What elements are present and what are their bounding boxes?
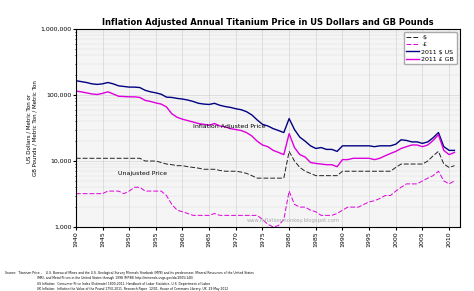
- 2011 £ GB: [201, 123, 207, 126]
- 2011 $ US: [334, 150, 340, 153]
- 2011 $ US: [286, 117, 292, 120]
- Y-axis label: US Dollars / Metric Ton or
GB Pounds / Metric Ton / Metric Ton: US Dollars / Metric Ton or GB Pounds / M…: [26, 80, 38, 176]
- 2011 $ US: [73, 79, 79, 82]
- ·£: [436, 169, 441, 173]
- Title: Inflation Adjusted Annual Titanium Price in US Dollars and GB Pounds: Inflation Adjusted Annual Titanium Price…: [102, 18, 434, 27]
- Text: Inflation Adjusted Price: Inflation Adjusted Price: [193, 124, 265, 129]
- ·$: [430, 154, 436, 157]
- ·£: [425, 176, 430, 180]
- 2011 £ GB: [329, 163, 335, 166]
- ·$: [286, 150, 292, 153]
- ·£: [292, 203, 297, 206]
- ·£: [201, 214, 207, 217]
- Text: Unajusted Price: Unajusted Price: [118, 171, 167, 176]
- 2011 £ GB: [126, 95, 132, 99]
- 2011 $ US: [201, 102, 207, 106]
- 2011 £ GB: [286, 132, 292, 135]
- 2011 $ US: [126, 85, 132, 89]
- 2011 $ US: [164, 95, 169, 99]
- ·$: [452, 164, 457, 167]
- 2011 $ US: [452, 149, 457, 152]
- Line: ·£: ·£: [76, 171, 455, 227]
- 2011 £ GB: [452, 151, 457, 154]
- ·$: [73, 157, 79, 160]
- 2011 £ GB: [164, 105, 169, 109]
- ·£: [73, 192, 79, 195]
- ·$: [255, 176, 260, 180]
- ·$: [340, 169, 346, 173]
- Line: 2011 £ GB: 2011 £ GB: [76, 91, 455, 167]
- ·$: [201, 168, 207, 171]
- ·£: [319, 214, 324, 217]
- 2011 $ US: [313, 147, 319, 150]
- ·£: [452, 179, 457, 183]
- Line: ·$: ·$: [76, 151, 455, 178]
- ·£: [126, 189, 132, 193]
- Text: Source:  Titanium Price -    U.S. Bureau of Mines and the U.S. Geological Survey: Source: Titanium Price - U.S. Bureau of …: [5, 271, 254, 291]
- 2011 £ GB: [313, 162, 319, 165]
- ·£: [334, 212, 340, 215]
- ·$: [126, 157, 132, 160]
- Legend: ·$, ·£, 2011 $ US, 2011 £ GB: ·$, ·£, 2011 $ US, 2011 £ GB: [404, 32, 456, 64]
- ·$: [297, 166, 303, 169]
- 2011 £ GB: [334, 165, 340, 168]
- ·$: [324, 174, 329, 178]
- Text: www.inflationmonkey.blogspot.com: www.inflationmonkey.blogspot.com: [246, 218, 339, 223]
- Line: 2011 $ US: 2011 $ US: [76, 81, 455, 151]
- 2011 £ GB: [73, 89, 79, 93]
- 2011 $ US: [329, 148, 335, 151]
- ·£: [270, 225, 276, 229]
